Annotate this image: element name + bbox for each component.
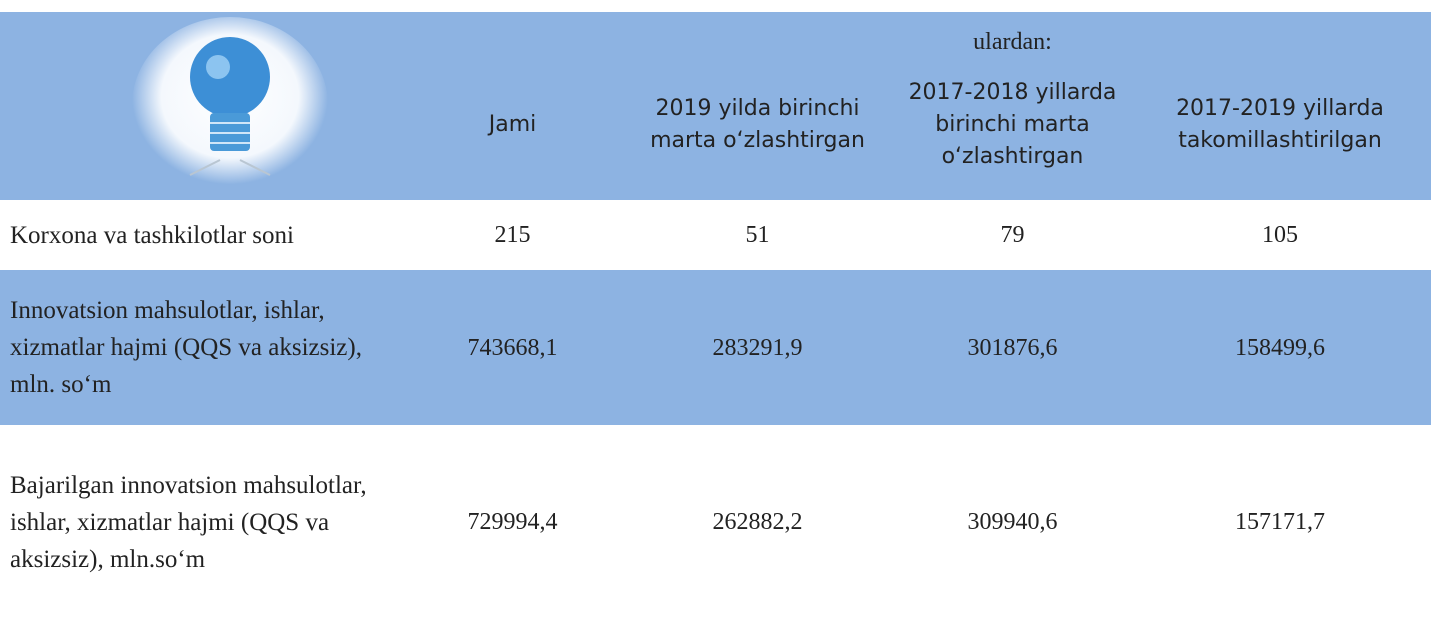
column-header: 2017-2019 yillarda takomillashtirilgan <box>1140 55 1420 195</box>
row-label: Korxona va tashkilotlar soni <box>10 200 410 270</box>
table-cell: 729994,4 <box>445 425 580 619</box>
table-cell: 262882,2 <box>630 425 885 619</box>
table-cell: 79 <box>885 200 1140 270</box>
column-header: 2019 yilda birinchi marta o‘zlashtirgan <box>630 55 885 195</box>
column-header: Jami <box>445 55 580 195</box>
row-label: Bajarilgan innovatsion mahsulotlar, ishl… <box>10 425 410 619</box>
table-page: ulardan: Jami2019 yilda birinchi marta o… <box>0 0 1431 619</box>
table-cell: 283291,9 <box>630 270 885 425</box>
bulb-icon <box>130 15 330 195</box>
table-cell: 309940,6 <box>885 425 1140 619</box>
table-cell: 158499,6 <box>1140 270 1420 425</box>
table-cell: 51 <box>630 200 885 270</box>
table-cell: 743668,1 <box>445 270 580 425</box>
row-label: Innovatsion mahsulotlar, ishlar, xizmatl… <box>10 270 410 425</box>
table-cell: 157171,7 <box>1140 425 1420 619</box>
table-cell: 301876,6 <box>885 270 1140 425</box>
table-cell: 105 <box>1140 200 1420 270</box>
table-cell: 215 <box>445 200 580 270</box>
column-header: 2017-2018 yillarda birinchi marta o‘zlas… <box>885 55 1140 195</box>
